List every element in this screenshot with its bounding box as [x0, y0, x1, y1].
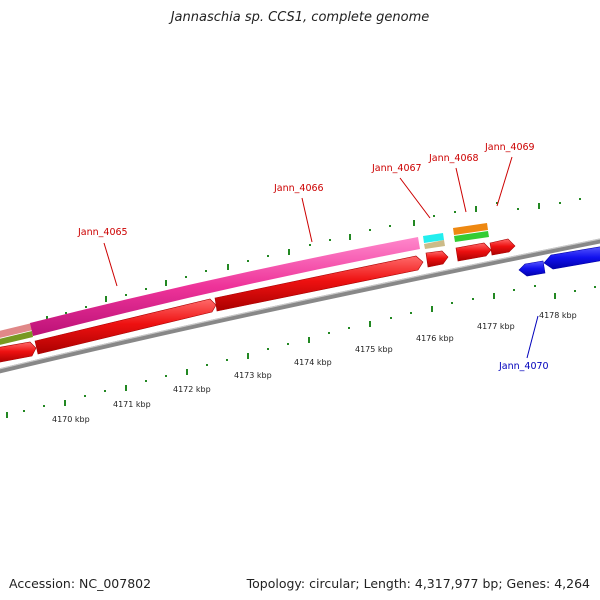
kbp-label: 4177 kbp	[477, 322, 515, 331]
gene-label[interactable]: Jann_4067	[371, 163, 422, 174]
genome-backbone-highlight	[0, 238, 600, 370]
cds-arrow	[0, 341, 37, 363]
feature-track-small	[423, 223, 489, 249]
green-feature	[454, 231, 489, 242]
cds-arrow-reverse	[543, 246, 600, 270]
accession-text: Accession: NC_007802	[9, 576, 152, 591]
kbp-label: 4170 kbp	[52, 415, 90, 424]
genome-backbone	[0, 238, 600, 374]
orange-feature	[453, 223, 488, 235]
gene-label[interactable]: Jann_4066	[273, 183, 324, 194]
gene-label[interactable]: Jann_4069	[484, 142, 535, 153]
salmon-feature	[0, 323, 33, 338]
gene-callouts	[103, 156, 539, 359]
callout-line	[301, 197, 313, 243]
gene-label[interactable]: Jann_4070	[498, 361, 549, 372]
cds-arrow	[214, 255, 424, 312]
callout-line	[399, 177, 431, 219]
gene-label[interactable]: Jann_4065	[77, 227, 128, 238]
map-title: Jannaschia sp. CCS1, complete genome	[170, 10, 430, 25]
olive-feature	[0, 331, 33, 345]
gene-labels: Jann_4065 Jann_4066 Jann_4067 Jann_4068 …	[77, 142, 549, 372]
cds-arrow	[489, 238, 516, 256]
kbp-label: 4171 kbp	[113, 400, 151, 409]
callout-line	[526, 315, 539, 359]
callout-line	[496, 156, 513, 207]
inner-tick-ring	[6, 285, 596, 418]
callout-line	[103, 242, 118, 287]
kbp-label: 4176 kbp	[416, 334, 454, 343]
cds-arrow	[425, 250, 449, 268]
kbp-labels: 4170 kbp 4171 kbp 4172 kbp 4173 kbp 4174…	[52, 311, 577, 424]
kbp-label: 4178 kbp	[539, 311, 577, 320]
cds-arrow-reverse	[518, 260, 546, 277]
cds-arrow	[34, 298, 217, 355]
forward-cds-track[interactable]	[0, 238, 516, 363]
reverse-cds-track[interactable]	[518, 246, 600, 277]
tan-feature	[424, 240, 445, 249]
cyan-feature	[423, 233, 444, 243]
genome-summary-text: Topology: circular; Length: 4,317,977 bp…	[246, 576, 590, 591]
gene-label[interactable]: Jann_4068	[428, 153, 479, 164]
kbp-label: 4174 kbp	[294, 358, 332, 367]
kbp-label: 4173 kbp	[234, 371, 272, 380]
callout-line	[455, 167, 467, 213]
pink-feature	[30, 237, 420, 336]
kbp-label: 4172 kbp	[173, 385, 211, 394]
cds-arrow	[455, 242, 492, 262]
kbp-label: 4175 kbp	[355, 345, 393, 354]
feature-track-upper	[0, 237, 420, 345]
